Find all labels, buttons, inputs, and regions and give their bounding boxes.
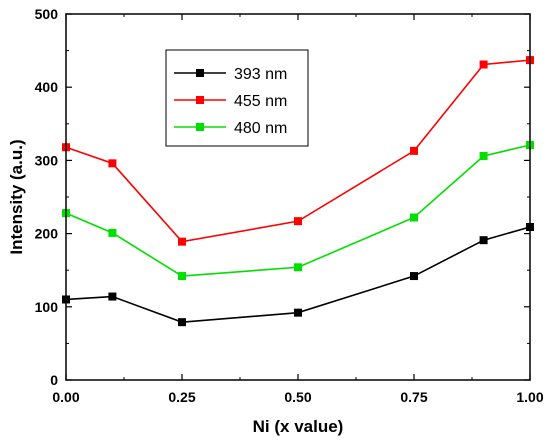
legend-label-0: 393 nm [234,66,287,83]
y-tick-label-2: 200 [35,226,59,242]
y-tick-label-5: 500 [35,6,59,22]
series-line-0 [65,226,531,323]
series-1-point-4 [410,146,418,155]
y-axis-title: Intensity (a.u.) [7,139,26,254]
legend-marker-0 [196,69,204,77]
series-2-point-4 [410,213,418,222]
y-tick-label-0: 0 [50,372,58,388]
legend-box [165,49,309,147]
series-2-point-2 [178,272,186,281]
y-tick-label-4: 400 [35,79,59,95]
ticks-layer: 0.00 0.25 0.50 0.75 1.00 0 100 200 300 400 500 [35,6,544,405]
y-tick-label-1: 100 [35,299,59,315]
x-tick-label-4: 1.00 [516,389,543,405]
series-line-2 [65,144,531,277]
legend-label-2: 480 nm [234,120,287,137]
x-axis-title: Ni (x value) [253,417,344,436]
legend: 393 nm 455 nm 480 nm [165,49,309,147]
series-0-point-1 [108,292,117,301]
series-1-point-2 [178,237,186,246]
series-0-point-5 [479,236,488,245]
series-0-point-4 [410,272,418,281]
series-1-point-3 [294,217,302,226]
series-2-point-3 [294,263,302,272]
x-tick-label-3: 0.75 [400,389,427,405]
legend-marker-1 [196,96,204,104]
x-tick-label-0: 0.00 [52,389,79,405]
x-tick-label-2: 0.50 [284,389,311,405]
x-tick-label-1: 0.25 [168,389,195,405]
series-1-point-1 [108,159,117,168]
y-tick-label-3: 300 [35,152,59,168]
series-2-point-1 [108,228,117,237]
legend-marker-2 [196,123,204,131]
series-0-point-2 [178,318,186,327]
series-0-point-3 [294,308,302,317]
series-2-point-5 [479,152,488,161]
legend-label-1: 455 nm [234,93,287,110]
series-1-point-5 [479,60,488,69]
